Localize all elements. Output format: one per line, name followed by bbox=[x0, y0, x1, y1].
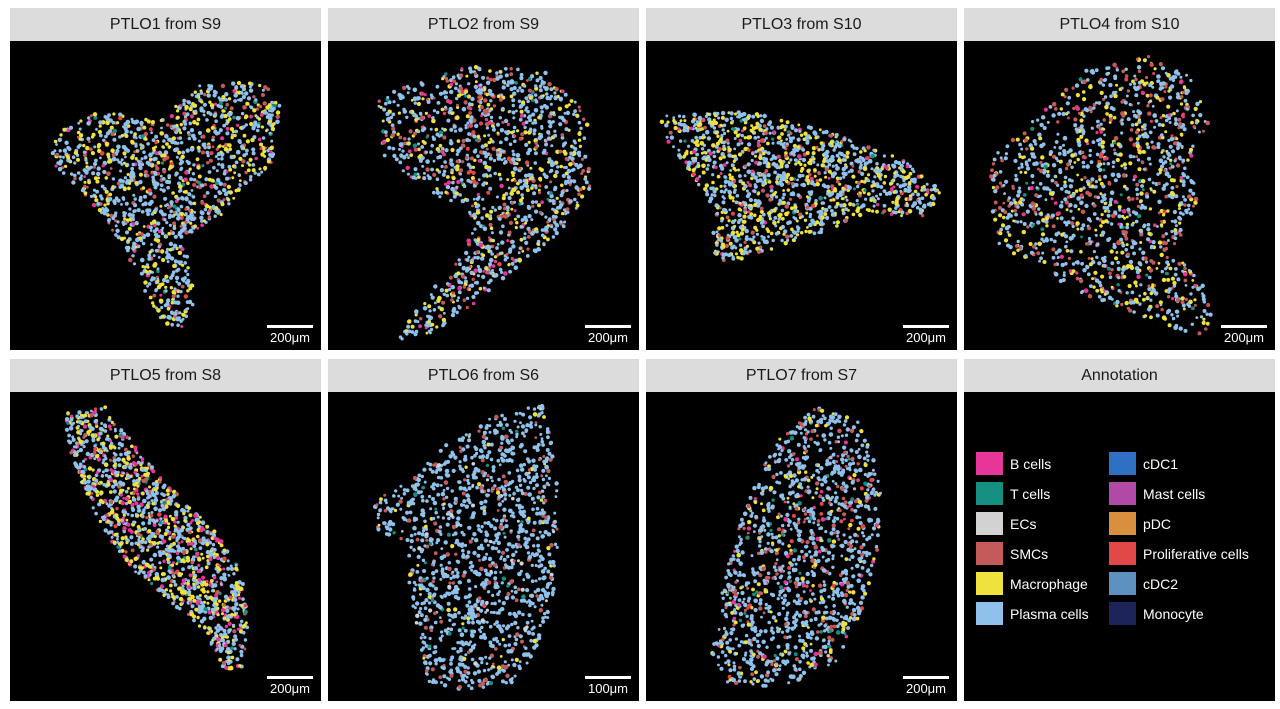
legend-item-proliferative-cells: Proliferative cells bbox=[1109, 542, 1269, 565]
scale-bar: 200μm bbox=[585, 325, 631, 345]
legend-item-b-cells: B cells bbox=[976, 452, 1109, 475]
panel-title: PTLO4 from S10 bbox=[964, 8, 1275, 41]
cell-scatter bbox=[64, 405, 250, 671]
legend-label: T cells bbox=[1010, 485, 1051, 502]
panel-ptlo4: PTLO4 from S10 200μm bbox=[964, 8, 1275, 350]
scale-bar-label: 200μm bbox=[1223, 330, 1264, 345]
annotation-legend-area: B cells cDC1 T cells Mast cells ECs pDC bbox=[964, 392, 1275, 701]
panel-ptlo7: PTLO7 from S7 200μm bbox=[646, 359, 957, 701]
cell-scatter bbox=[710, 406, 882, 688]
tissue-image: 200μm bbox=[646, 41, 957, 350]
legend-swatch bbox=[976, 512, 1003, 535]
scale-bar: 200μm bbox=[1221, 325, 1267, 345]
scale-bar-line bbox=[267, 325, 313, 328]
panel-title: PTLO7 from S7 bbox=[646, 359, 957, 392]
legend-label: Plasma cells bbox=[1010, 605, 1089, 622]
tissue-image: 200μm bbox=[328, 41, 639, 350]
tissue-image: 200μm bbox=[646, 392, 957, 701]
cell-scatter bbox=[659, 110, 941, 263]
legend: B cells cDC1 T cells Mast cells ECs pDC bbox=[976, 452, 1269, 625]
legend-item-cdc2: cDC2 bbox=[1109, 572, 1269, 595]
legend-item-plasma-cells: Plasma cells bbox=[976, 602, 1109, 625]
scale-bar: 200μm bbox=[903, 325, 949, 345]
cell-scatter bbox=[989, 55, 1213, 336]
legend-swatch bbox=[976, 452, 1003, 475]
tissue-image: 100μm bbox=[328, 392, 639, 701]
scale-bar-line bbox=[585, 325, 631, 328]
legend-item-cdc1: cDC1 bbox=[1109, 452, 1269, 475]
cell-dots bbox=[710, 406, 882, 688]
legend-label: Proliferative cells bbox=[1143, 545, 1249, 562]
legend-label: Mast cells bbox=[1143, 485, 1206, 502]
legend-swatch bbox=[1109, 572, 1136, 595]
legend-label: SMCs bbox=[1010, 545, 1049, 562]
scale-bar-line bbox=[1221, 325, 1267, 328]
annotation-title: Annotation bbox=[964, 359, 1275, 392]
panel-ptlo5: PTLO5 from S8 200μm bbox=[10, 359, 321, 701]
legend-item-monocyte: Monocyte bbox=[1109, 602, 1269, 625]
cell-dots bbox=[373, 404, 559, 691]
legend-label: cDC1 bbox=[1143, 455, 1179, 472]
scale-bar-label: 200μm bbox=[269, 681, 310, 696]
legend-item-pdc: pDC bbox=[1109, 512, 1269, 535]
legend-label: Monocyte bbox=[1143, 605, 1204, 622]
legend-item-ecs: ECs bbox=[976, 512, 1109, 535]
panel-ptlo6: PTLO6 from S6 100μm bbox=[328, 359, 639, 701]
legend-label: cDC2 bbox=[1143, 575, 1179, 592]
panel-title: PTLO2 from S9 bbox=[328, 8, 639, 41]
panel-title: PTLO5 from S8 bbox=[10, 359, 321, 392]
cell-scatter bbox=[373, 404, 559, 691]
legend-swatch bbox=[976, 602, 1003, 625]
panel-ptlo3: PTLO3 from S10 200μm bbox=[646, 8, 957, 350]
legend-item-mast-cells: Mast cells bbox=[1109, 482, 1269, 505]
legend-swatch bbox=[1109, 482, 1136, 505]
cell-scatter bbox=[377, 65, 592, 341]
cell-scatter bbox=[50, 80, 282, 328]
panel-title: PTLO3 from S10 bbox=[646, 8, 957, 41]
scale-bar-label: 200μm bbox=[905, 681, 946, 696]
cell-dots bbox=[989, 55, 1213, 336]
panel-ptlo1: PTLO1 from S9 200μm bbox=[10, 8, 321, 350]
scale-bar: 200μm bbox=[267, 676, 313, 696]
scale-bar-label: 100μm bbox=[587, 681, 628, 696]
panel-title: PTLO6 from S6 bbox=[328, 359, 639, 392]
tissue-image: 200μm bbox=[964, 41, 1275, 350]
legend-item-smcs: SMCs bbox=[976, 542, 1109, 565]
cell-dots bbox=[64, 405, 250, 671]
legend-label: B cells bbox=[1010, 455, 1052, 472]
cell-dots bbox=[50, 80, 282, 328]
legend-swatch bbox=[1109, 542, 1136, 565]
scale-bar-label: 200μm bbox=[269, 330, 310, 345]
scale-bar-line bbox=[903, 676, 949, 679]
cell-dots bbox=[659, 110, 941, 263]
scale-bar-label: 200μm bbox=[905, 330, 946, 345]
panel-annotation: Annotation B cells cDC1 T cells Mast cel… bbox=[964, 359, 1275, 701]
scale-bar-line bbox=[267, 676, 313, 679]
legend-swatch bbox=[976, 482, 1003, 505]
legend-swatch bbox=[1109, 602, 1136, 625]
scale-bar-label: 200μm bbox=[587, 330, 628, 345]
scale-bar-line bbox=[585, 676, 631, 679]
tissue-image: 200μm bbox=[10, 41, 321, 350]
legend-item-macrophage: Macrophage bbox=[976, 572, 1109, 595]
scale-bar-line bbox=[903, 325, 949, 328]
scale-bar: 200μm bbox=[903, 676, 949, 696]
legend-label: pDC bbox=[1143, 515, 1172, 532]
legend-label: ECs bbox=[1010, 515, 1037, 532]
legend-swatch bbox=[976, 572, 1003, 595]
panel-title: PTLO1 from S9 bbox=[10, 8, 321, 41]
legend-swatch bbox=[1109, 512, 1136, 535]
panel-ptlo2: PTLO2 from S9 200μm bbox=[328, 8, 639, 350]
cell-dots bbox=[377, 65, 592, 341]
legend-label: Macrophage bbox=[1010, 575, 1088, 592]
legend-item-t-cells: T cells bbox=[976, 482, 1109, 505]
scale-bar: 200μm bbox=[267, 325, 313, 345]
legend-swatch bbox=[1109, 452, 1136, 475]
tissue-image: 200μm bbox=[10, 392, 321, 701]
scale-bar: 100μm bbox=[585, 676, 631, 696]
legend-swatch bbox=[976, 542, 1003, 565]
